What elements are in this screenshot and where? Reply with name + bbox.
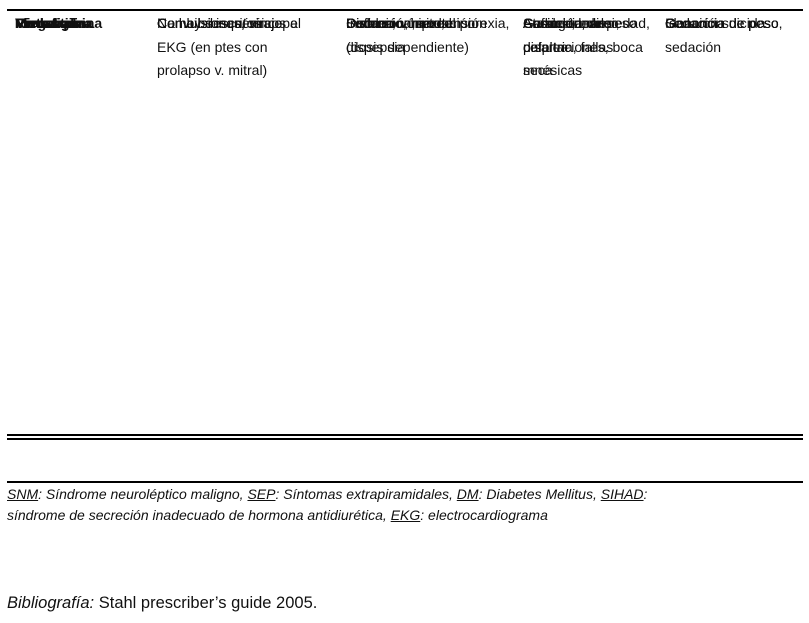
table-cell: Pregabalina: [15, 15, 95, 31]
table-row: Venlafaxina Convulsiones, viraje Insomnio,…: [0, 15, 809, 139]
table-cell: Boca seca, sedación: [346, 15, 476, 31]
table-cell: Rivastigmina: [15, 15, 103, 31]
table-cell: Fluoxetina: [15, 15, 86, 31]
table-row: Rivastigmina Convulsiones, síncope Diarrea…: [0, 15, 809, 422]
table-cell: Venlafaxina: [15, 15, 93, 31]
table-cell: Sedación: [665, 15, 724, 31]
table-row: Mirtazapina Convulsiones, viraje Boca seca…: [0, 15, 809, 179]
definition: : Síndrome neuroléptico maligno,: [38, 486, 248, 502]
definition: : Diabetes Mellitus,: [478, 486, 601, 502]
bibliography: Bibliografía: Stahl prescriber’s guide 2…: [7, 594, 317, 613]
table-cell: Cefalea: [346, 15, 395, 31]
abbreviation: SEP: [247, 486, 276, 502]
table-cell: Ganancia de peso, sedación: [665, 15, 783, 55]
double-rule: [7, 438, 803, 440]
table-cell: Ganancia de peso: [665, 15, 779, 31]
table-row: Modafinil Cambios isquémicos al EKG (en p…: [0, 15, 809, 266]
definition: : síndrome de secreción inadecuado de ho…: [7, 486, 648, 523]
table-cell: Ansiedad, palpitaciones, boca seca: [523, 15, 643, 78]
table-row: Pregabalina No hay descritos Sedación, mar…: [0, 15, 809, 352]
bibliography-text: Stahl prescriber’s guide 2005.: [94, 594, 318, 612]
footnote: SNM: Síndrome neuroléptico maligno, SEP:…: [7, 484, 697, 526]
footnote-rule: [7, 481, 803, 483]
table-cell: Convulsiones, viraje: [157, 15, 283, 31]
bibliography-label: Bibliografía:: [7, 594, 95, 612]
table-cell: Ganancia de peso: [665, 15, 779, 31]
abbreviation: EKG: [390, 507, 421, 523]
definition: : electrocardiograma: [420, 507, 548, 523]
abbreviation: SNM: [7, 486, 39, 502]
double-rule: [7, 434, 803, 436]
table-cell: Convulsiones, viraje: [157, 15, 283, 31]
table-cell: Ganancia de peso: [665, 15, 779, 31]
table-cell: Sedación, mareo: [346, 15, 452, 31]
table-cell: Ansiogénesis: [523, 15, 607, 31]
abbreviation: DM: [456, 486, 479, 502]
table-row: Fluoxetina Convulsiones, viraje Disfunción…: [0, 12, 809, 75]
table-cell: Convulsiones, síncope: [157, 15, 298, 31]
table-cell: Disfunción sexual: [346, 15, 456, 31]
table-cell: Ganancia de peso: [523, 15, 637, 31]
table-cell: Sedación, ansiedad, cefalea: [523, 15, 650, 55]
table-cell: Diarrea, vómito, hiporexia, dispepsia: [346, 15, 510, 55]
table-cell: Convulsiones, viraje: [157, 15, 283, 31]
top-rule: [7, 9, 803, 11]
table-cell: No hay descritos: [157, 15, 262, 31]
table-cell: Ataxia, temblor, disartria, fallas mnési…: [523, 15, 620, 78]
table-cell: Cefalea, mareo: [523, 15, 619, 31]
definition: : Síntomas extrapiramidales,: [275, 486, 457, 502]
table-cell: Modafinil: [15, 15, 77, 31]
abbreviation: SIHAD: [600, 486, 644, 502]
table: Fluoxetina Convulsiones, viraje Disfunción…: [0, 12, 809, 422]
table-cell: Insomnio, hipertensión (dosis dependient…: [346, 15, 487, 55]
table-cell: Cambios isquémicos al EKG (en ptes con p…: [157, 15, 301, 78]
table-cell: Mirtazapina: [15, 15, 93, 31]
table-cell: Ideación suicida: [665, 15, 766, 31]
